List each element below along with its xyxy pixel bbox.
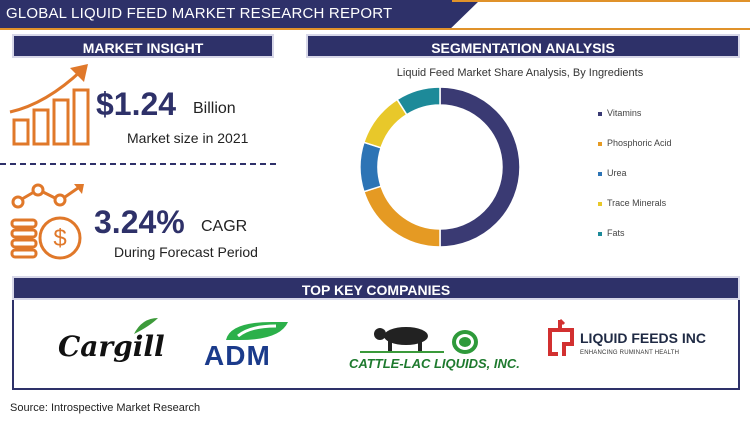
chart-title: Liquid Feed Market Share Analysis, By In… [396, 67, 644, 79]
market-size-unit: Billion [193, 100, 236, 117]
legend-swatch [598, 141, 602, 146]
liquid-feeds-icon [548, 318, 574, 356]
segmentation-heading: SEGMENTATION ANALYSIS [306, 34, 740, 58]
cagr-caption: During Forecast Period [114, 244, 258, 260]
donut-slice-phosphoric-acid [362, 185, 441, 248]
cargill-wordmark: Cargill [58, 330, 165, 363]
cattle-icon [360, 327, 444, 353]
legend-swatch [598, 111, 602, 116]
legend-swatch [598, 171, 602, 176]
legend-label: Vitamins [607, 108, 642, 118]
legend-swatch [598, 231, 602, 236]
legend-item: Trace Minerals [598, 198, 666, 208]
title-banner [0, 0, 480, 28]
banner-top-line [452, 0, 750, 2]
legend-item: Phosphoric Acid [598, 138, 672, 148]
liquid-feeds-tagline: ENHANCING RUMINANT HEALTH [580, 350, 680, 356]
growth-chart-icon [9, 64, 90, 146]
cagr-unit: CAGR [201, 218, 248, 235]
top-companies-heading: TOP KEY COMPANIES [12, 276, 740, 300]
source-note: Source: Introspective Market Research [10, 402, 201, 414]
donut-slice-fats [396, 86, 441, 116]
cattle-lac-seal-icon [452, 330, 478, 354]
market-insight-heading: MARKET INSIGHT [12, 34, 274, 58]
adm-leaf-icon [226, 322, 288, 340]
donut-slice-urea [359, 141, 382, 193]
cattle-lac-wordmark: CATTLE-LAC LIQUIDS, INC. [349, 356, 520, 371]
banner-underline [0, 28, 750, 30]
legend-label: Fats [607, 228, 625, 238]
market-size-value: $1.24 [96, 86, 177, 122]
legend-label: Trace Minerals [607, 198, 667, 208]
cagr-value: 3.24% [94, 204, 185, 240]
donut-chart [359, 86, 521, 248]
adm-wordmark: ADM [204, 340, 271, 371]
donut-slice-vitamins [439, 86, 521, 248]
legend-swatch [598, 201, 602, 206]
liquid-feeds-wordmark: LIQUID FEEDS INC [580, 330, 707, 346]
legend-item: Urea [598, 168, 627, 178]
divider [0, 163, 276, 165]
legend-item: Vitamins [598, 108, 641, 118]
svg-text:$: $ [53, 225, 66, 252]
donut-slice-trace-minerals [362, 98, 408, 149]
legend-label: Urea [607, 168, 627, 178]
legend-item: Fats [598, 228, 625, 238]
page-title: GLOBAL LIQUID FEED MARKET RESEARCH REPOR… [6, 5, 393, 22]
companies-panel [12, 300, 740, 390]
cargill-logo: Cargill [58, 330, 165, 363]
legend-label: Phosphoric Acid [607, 138, 672, 148]
coin-growth-icon: $ [10, 183, 84, 260]
cargill-leaf-icon [134, 318, 158, 334]
market-size-caption: Market size in 2021 [127, 130, 249, 146]
